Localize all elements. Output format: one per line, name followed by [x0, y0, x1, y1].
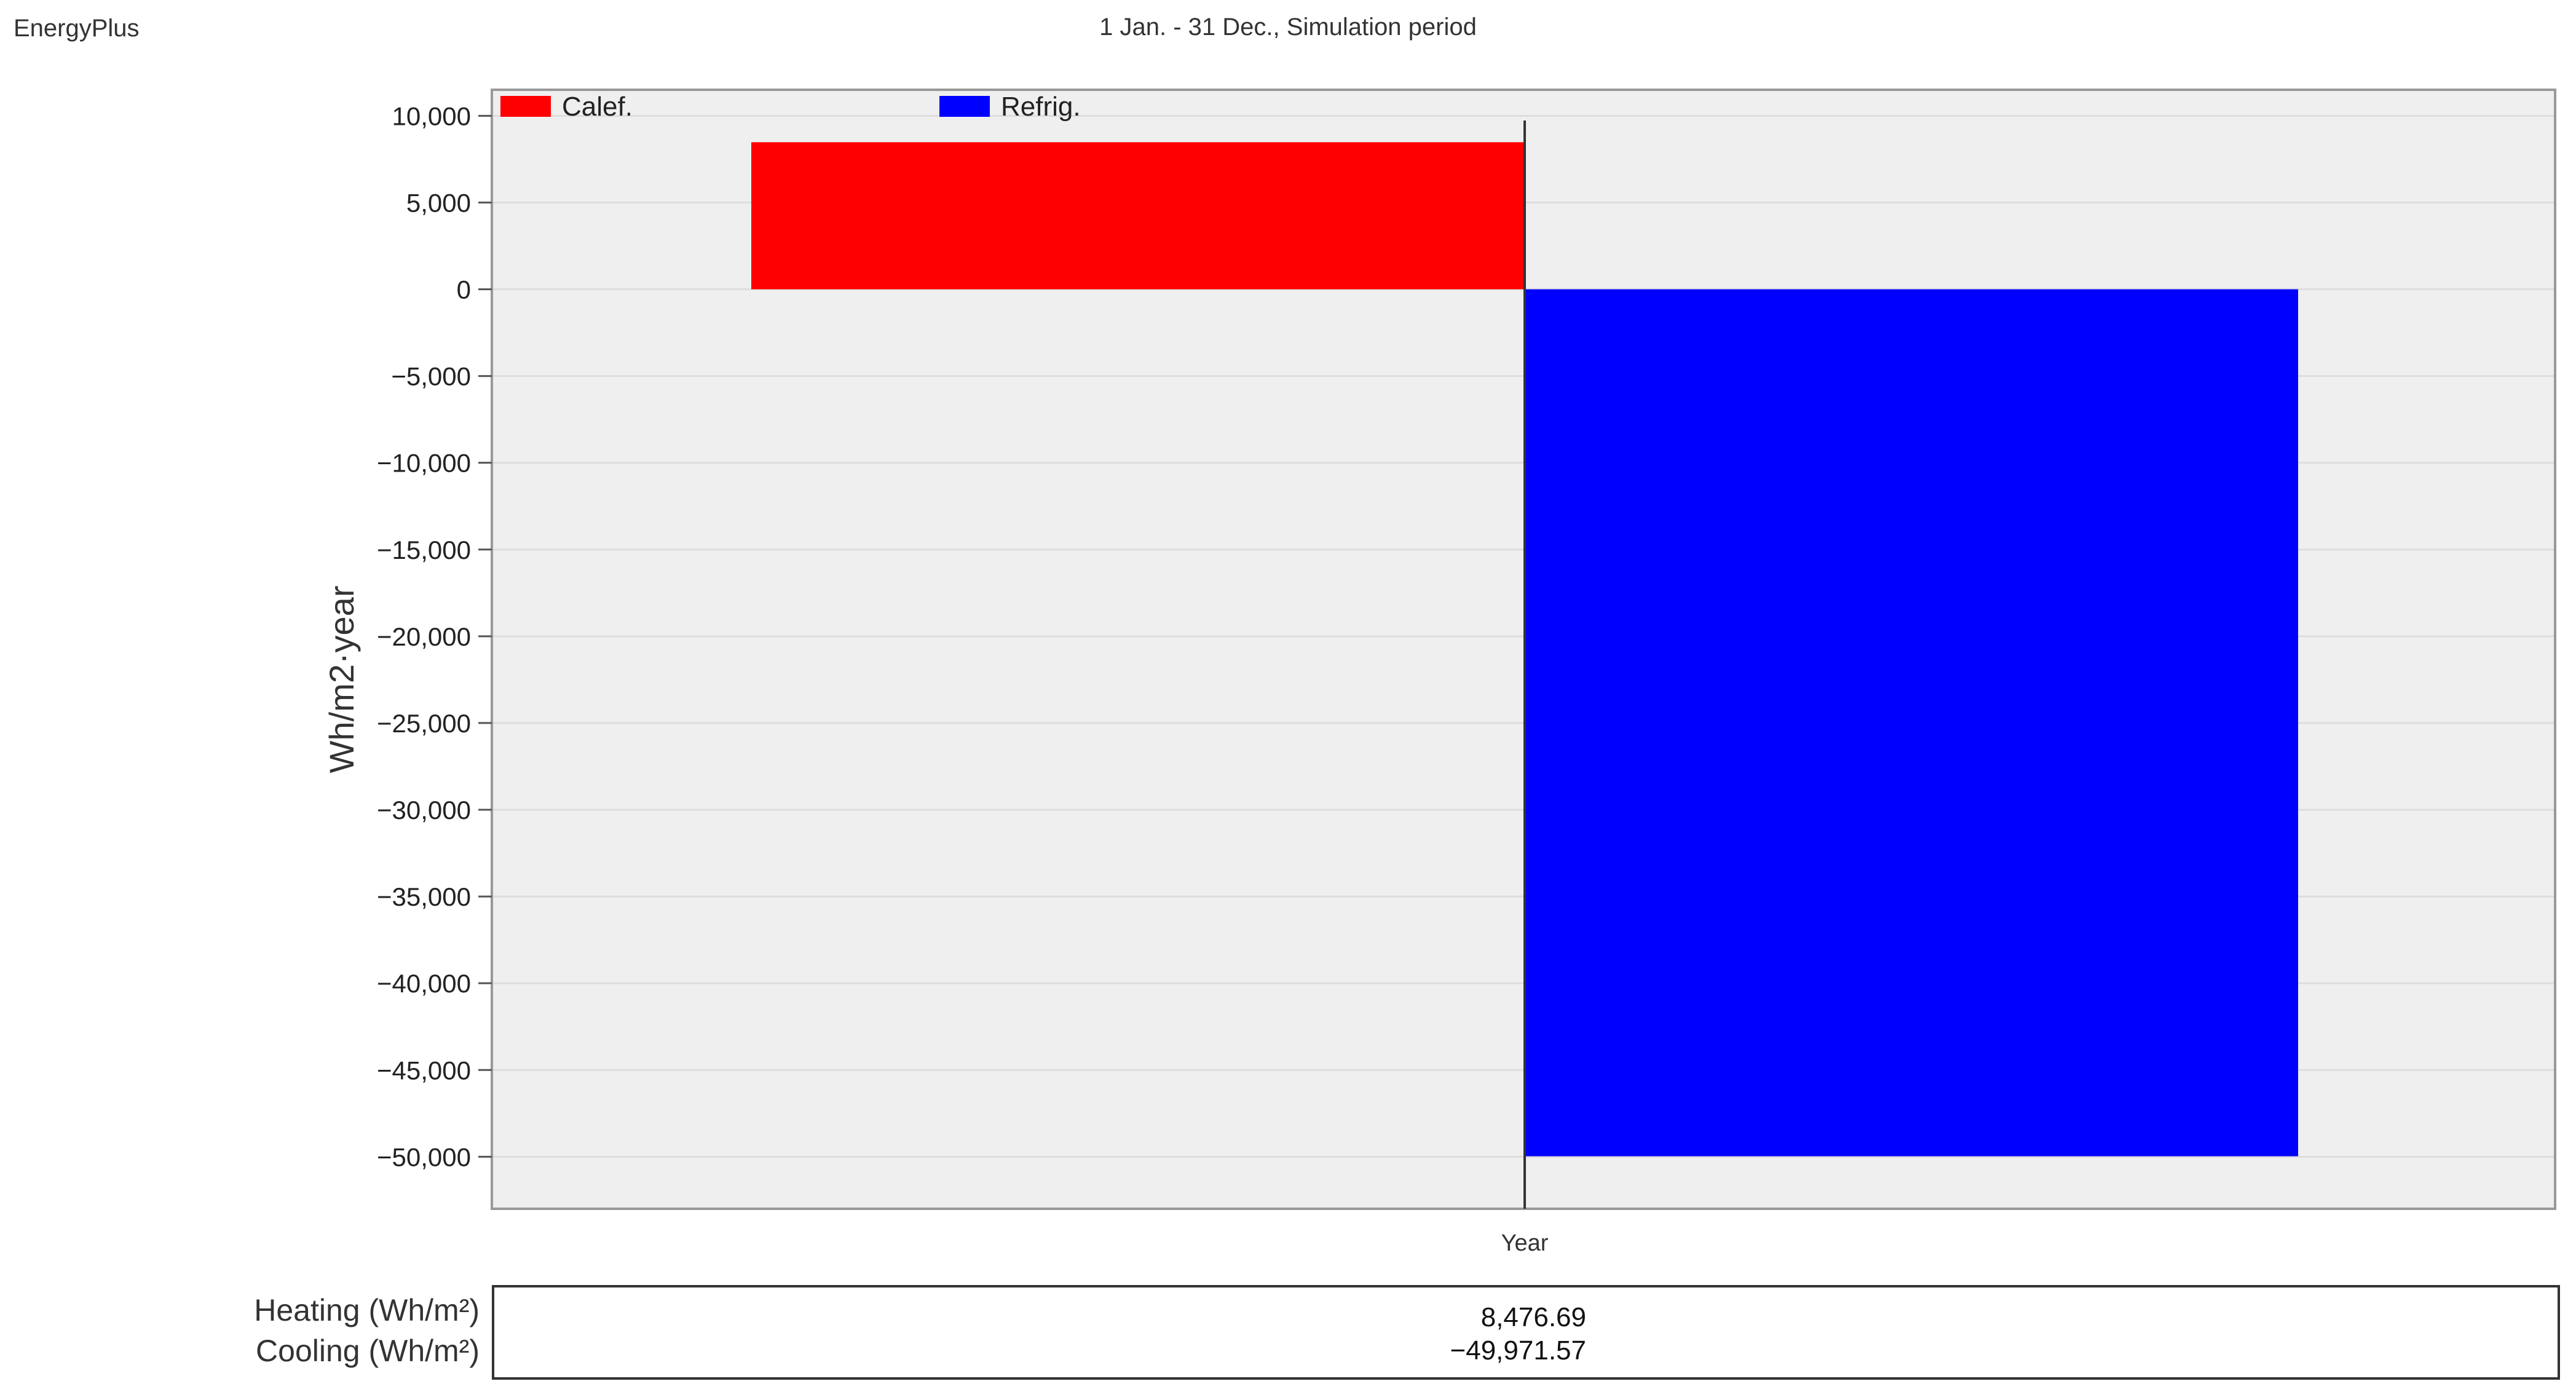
y-tick-label: −45,000: [377, 1056, 471, 1085]
y-tick-label: −50,000: [377, 1142, 471, 1171]
bars: [751, 121, 2298, 1209]
bar-calef: [751, 142, 1525, 290]
legend-label: Calef.: [562, 92, 633, 122]
y-tick-label: −10,000: [377, 449, 471, 478]
cooling-value: −49,971.57: [1450, 1335, 1586, 1366]
y-tick-label: 5,000: [406, 188, 471, 217]
legend: Calef. Refrig.: [500, 92, 1081, 122]
legend-label: Refrig.: [1001, 92, 1081, 122]
y-tick-label: −30,000: [377, 796, 471, 825]
chart-title: 1 Jan. - 31 Dec., Simulation period: [1099, 14, 1477, 41]
y-tick-label: −20,000: [377, 622, 471, 651]
y-tick-label: 10,000: [392, 101, 471, 130]
y-tick-label: −5,000: [391, 362, 471, 391]
legend-swatch: [939, 96, 990, 117]
legend-swatch: [500, 96, 551, 117]
y-tick-label: −25,000: [377, 709, 471, 738]
y-axis-label: Wh/m2·year: [322, 586, 361, 773]
y-tick-label: −35,000: [377, 882, 471, 911]
bar-refrig: [1525, 289, 2298, 1157]
app-name: EnergyPlus: [14, 15, 140, 42]
heating-value: 8,476.69: [1480, 1302, 1586, 1332]
y-tick-label: 0: [457, 275, 471, 304]
summary-table: [492, 1285, 2560, 1380]
x-tick-label-year: Year: [1501, 1230, 1549, 1256]
summary-values: 8,476.69 −49,971.57: [1279, 1301, 1586, 1367]
y-axis: 10,000 5,000 0 −5,000 −10,000 −15,000 −20,000 −…: [377, 101, 492, 1171]
energy-bar-chart: 10,000 5,000 0 −5,000 −10,000 −15,000 −20,000 −…: [322, 89, 2556, 1256]
cooling-label: Cooling (Wh/m²): [256, 1334, 480, 1368]
heating-label: Heating (Wh/m²): [254, 1293, 480, 1327]
y-tick-label: −40,000: [377, 969, 471, 998]
summary-labels: Heating (Wh/m²) Cooling (Wh/m²): [184, 1290, 480, 1371]
y-tick-label: −15,000: [377, 536, 471, 564]
